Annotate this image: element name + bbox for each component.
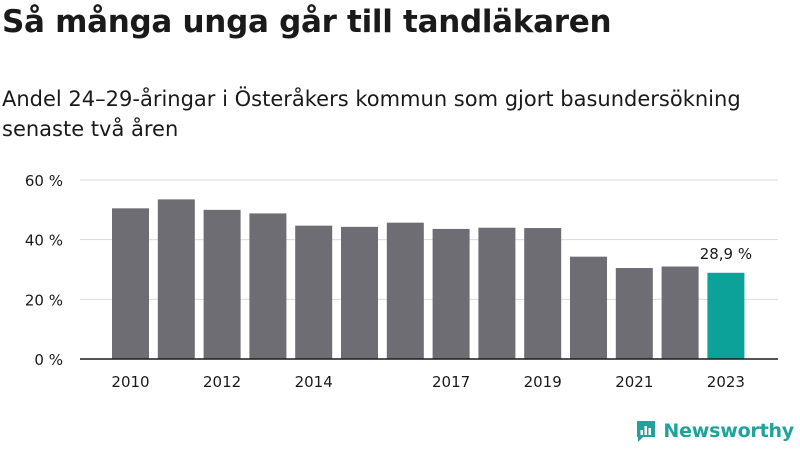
bar (157, 199, 195, 359)
x-tick-label: 2012 (203, 373, 241, 391)
bar (341, 226, 378, 359)
bar (615, 268, 653, 359)
x-tick-label: 2023 (707, 373, 745, 391)
brand-logo: Newsworthy (635, 419, 794, 443)
chart-title: Så många unga går till tandläkaren (2, 4, 612, 40)
newsworthy-logo-icon (637, 421, 656, 442)
chart-subtitle: Andel 24–29-åringar i Österåkers kommun … (2, 87, 741, 141)
bar (570, 256, 607, 359)
bar (478, 227, 516, 359)
bar (386, 222, 424, 359)
bar (524, 228, 562, 359)
x-tick-label: 2021 (615, 373, 653, 391)
y-tick-label: 40 % (25, 232, 63, 250)
brand-name: Newsworthy (663, 420, 794, 442)
y-tick-label: 60 % (25, 172, 63, 190)
y-tick-label: 0 % (34, 351, 63, 369)
data-label: 28,9 % (700, 245, 752, 263)
bar (203, 209, 241, 359)
bar (432, 228, 470, 359)
x-tick-label: 2017 (432, 373, 470, 391)
x-tick-label: 2019 (524, 373, 562, 391)
x-tick-label: 2014 (295, 373, 333, 391)
bar (112, 208, 149, 359)
x-tick-label: 2010 (111, 373, 149, 391)
bar (661, 266, 699, 359)
bar (707, 272, 745, 359)
bar (249, 213, 287, 359)
y-tick-label: 20 % (25, 291, 63, 309)
bar (295, 225, 333, 359)
